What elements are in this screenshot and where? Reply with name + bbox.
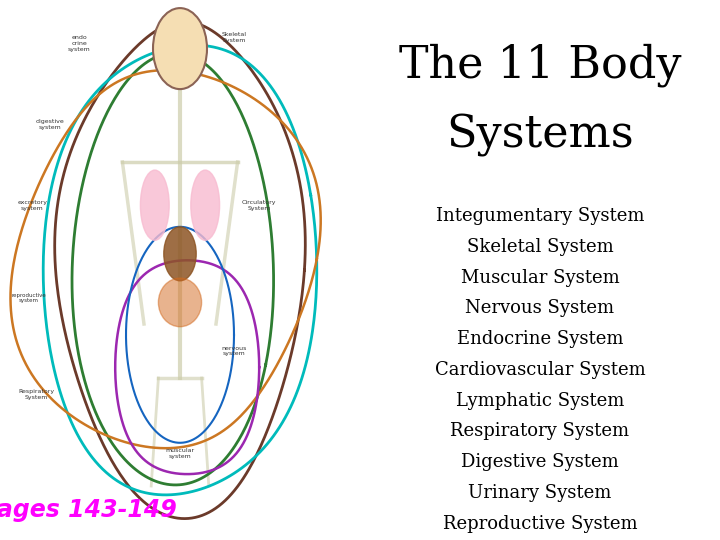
Text: Urinary System: Urinary System: [468, 484, 612, 502]
Text: Reproductive System: Reproductive System: [443, 515, 637, 533]
Text: Systems: Systems: [446, 113, 634, 157]
Text: Digestive System: Digestive System: [461, 453, 619, 471]
Text: Nervous System: Nervous System: [465, 299, 615, 318]
Circle shape: [153, 8, 207, 89]
Text: nervous
system: nervous system: [221, 346, 247, 356]
Text: Circulatory
System: Circulatory System: [242, 200, 276, 211]
Text: Integumentary System: Integumentary System: [436, 207, 644, 225]
Text: Skeletal System: Skeletal System: [467, 238, 613, 256]
Text: Cardiovascular System: Cardiovascular System: [435, 361, 645, 379]
Text: Endocrine System: Endocrine System: [456, 330, 624, 348]
Text: excretory
system: excretory system: [17, 200, 48, 211]
Text: Respiratory
System: Respiratory System: [18, 389, 54, 400]
Text: digestive
system: digestive system: [36, 119, 65, 130]
Text: reproductive
system: reproductive system: [12, 293, 46, 303]
Text: Skeletal
System: Skeletal System: [222, 32, 246, 43]
Text: endo
crine
system: endo crine system: [68, 35, 91, 51]
Ellipse shape: [164, 227, 196, 281]
Text: Pages 143-149: Pages 143-149: [0, 498, 177, 522]
Ellipse shape: [191, 170, 220, 240]
Text: Respiratory System: Respiratory System: [451, 422, 629, 441]
Text: muscular
system: muscular system: [166, 448, 194, 459]
Ellipse shape: [158, 278, 202, 327]
Text: Lymphatic System: Lymphatic System: [456, 392, 624, 410]
Ellipse shape: [140, 170, 169, 240]
Text: Muscular System: Muscular System: [461, 268, 619, 287]
Text: The 11 Body: The 11 Body: [399, 43, 681, 86]
